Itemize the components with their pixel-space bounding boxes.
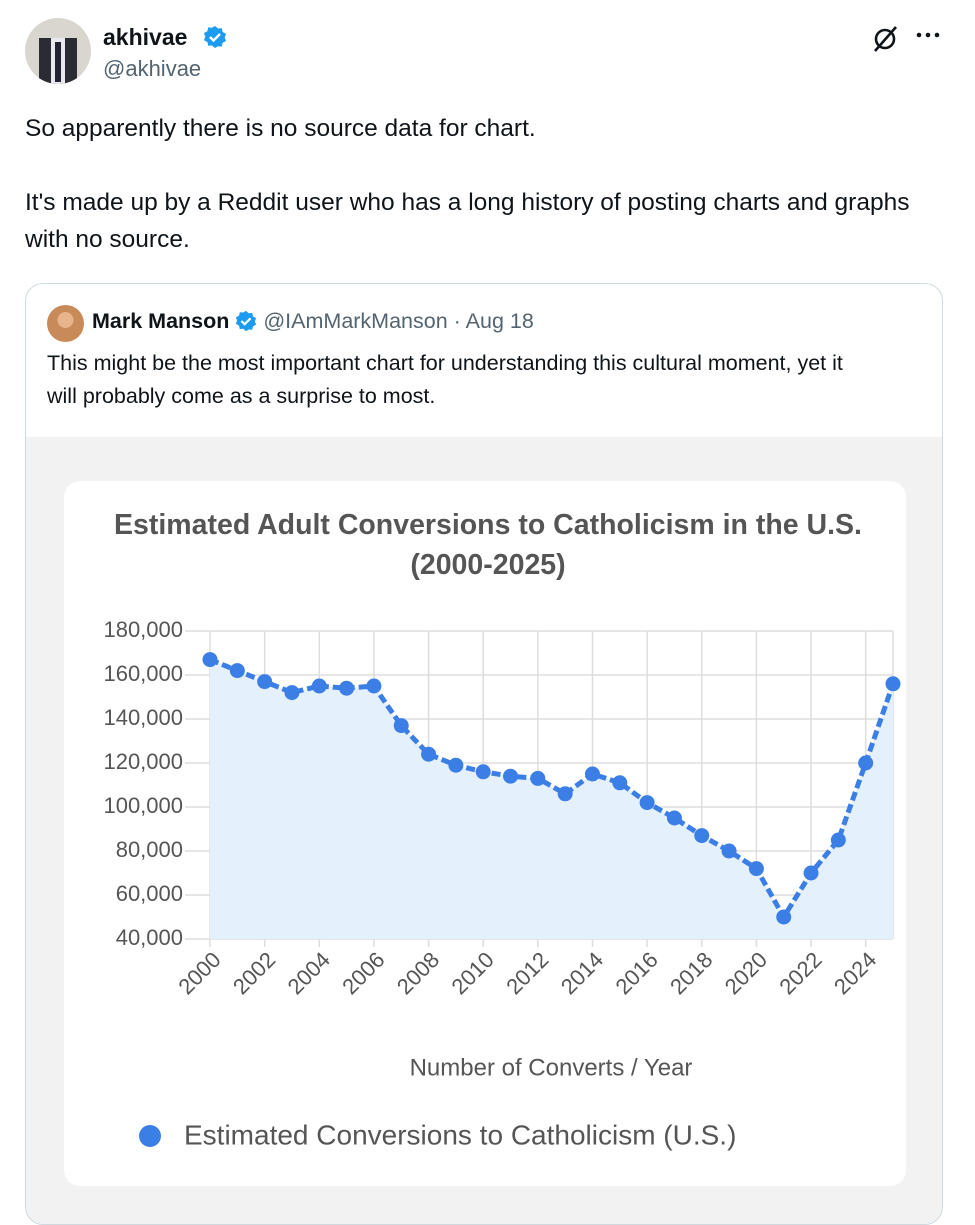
tweet-paragraph: So apparently there is no source data fo… bbox=[25, 115, 536, 142]
quoted-header: Mark Manson @IAmMarkManson · Aug 18 bbox=[92, 309, 534, 334]
x-tick-label: 2016 bbox=[610, 947, 662, 999]
x-tick-label: 2010 bbox=[447, 947, 499, 999]
x-axis-label: Number of Converts / Year bbox=[410, 1054, 693, 1081]
quoted-text: This might be the most important chart f… bbox=[47, 351, 843, 408]
tweet-paragraph: It's made up by a Reddit user who has a … bbox=[25, 189, 910, 253]
y-tick-label: 100,000 bbox=[103, 793, 183, 818]
quoted-date: Aug 18 bbox=[465, 309, 534, 333]
point bbox=[721, 843, 737, 859]
x-tick-label: 2000 bbox=[173, 947, 225, 999]
point bbox=[557, 786, 573, 802]
verified-badge bbox=[204, 26, 226, 48]
avatar[interactable] bbox=[25, 18, 91, 84]
area bbox=[210, 659, 893, 939]
grok-icon[interactable] bbox=[870, 24, 900, 54]
author-handle[interactable]: @akhivae bbox=[103, 56, 202, 81]
point bbox=[448, 757, 464, 773]
point bbox=[503, 768, 519, 784]
x-tick-label: 2006 bbox=[337, 947, 389, 999]
chart: 40,000 60,000 80,000 100,000 120,000 140,000 1… bbox=[103, 617, 901, 1150]
tweet-text: So apparently there is no source data fo… bbox=[25, 110, 925, 295]
point bbox=[311, 678, 327, 694]
point bbox=[584, 766, 600, 782]
point bbox=[748, 861, 764, 877]
verified-badge bbox=[236, 310, 257, 332]
x-tick-label: 2012 bbox=[501, 947, 553, 999]
point bbox=[858, 755, 874, 771]
x-tick-label: 2004 bbox=[283, 947, 335, 999]
point bbox=[694, 828, 710, 844]
point bbox=[830, 832, 846, 848]
quoted-author-name: Mark Manson bbox=[92, 309, 230, 333]
y-tick-label: 180,000 bbox=[103, 617, 183, 642]
y-tick-label: 40,000 bbox=[116, 925, 183, 950]
separator: · bbox=[453, 309, 461, 333]
x-tick-label: 2022 bbox=[774, 947, 826, 999]
point bbox=[366, 678, 382, 694]
point bbox=[639, 795, 655, 811]
point bbox=[776, 909, 792, 925]
more-menu[interactable] bbox=[915, 30, 943, 40]
point bbox=[530, 770, 546, 786]
y-tick-label: 160,000 bbox=[103, 661, 183, 686]
x-tick-label: 2002 bbox=[228, 947, 280, 999]
y-tick-label: 80,000 bbox=[116, 837, 183, 862]
chart-title: Estimated Adult Conversions to Catholici… bbox=[114, 509, 862, 581]
point bbox=[612, 775, 628, 791]
point bbox=[421, 746, 437, 762]
point bbox=[475, 764, 491, 780]
x-tick-label: 2018 bbox=[665, 947, 717, 999]
quoted-avatar bbox=[47, 305, 84, 342]
point bbox=[339, 680, 355, 696]
legend-marker bbox=[139, 1125, 161, 1147]
author-name[interactable]: akhivae bbox=[103, 24, 188, 50]
point bbox=[202, 652, 218, 668]
point bbox=[229, 663, 245, 679]
page: akhivae @akhivae So apparently there is … bbox=[25, 18, 943, 1225]
x-tick-label: 2024 bbox=[829, 947, 881, 999]
point bbox=[393, 718, 409, 734]
x-tick-label: 2020 bbox=[720, 947, 772, 999]
x-tick-label: 2008 bbox=[392, 947, 444, 999]
point bbox=[257, 674, 273, 690]
y-tick-label: 140,000 bbox=[103, 705, 183, 730]
y-tick-label: 120,000 bbox=[103, 749, 183, 774]
x-tick-label: 2014 bbox=[556, 947, 608, 999]
point bbox=[803, 865, 819, 881]
legend-label: Estimated Conversions to Catholicism (U.… bbox=[184, 1119, 736, 1150]
point bbox=[666, 810, 682, 826]
point bbox=[885, 676, 901, 692]
point bbox=[284, 685, 300, 701]
quoted-author-handle: @IAmMarkManson bbox=[263, 309, 448, 333]
y-tick-label: 60,000 bbox=[116, 881, 183, 906]
